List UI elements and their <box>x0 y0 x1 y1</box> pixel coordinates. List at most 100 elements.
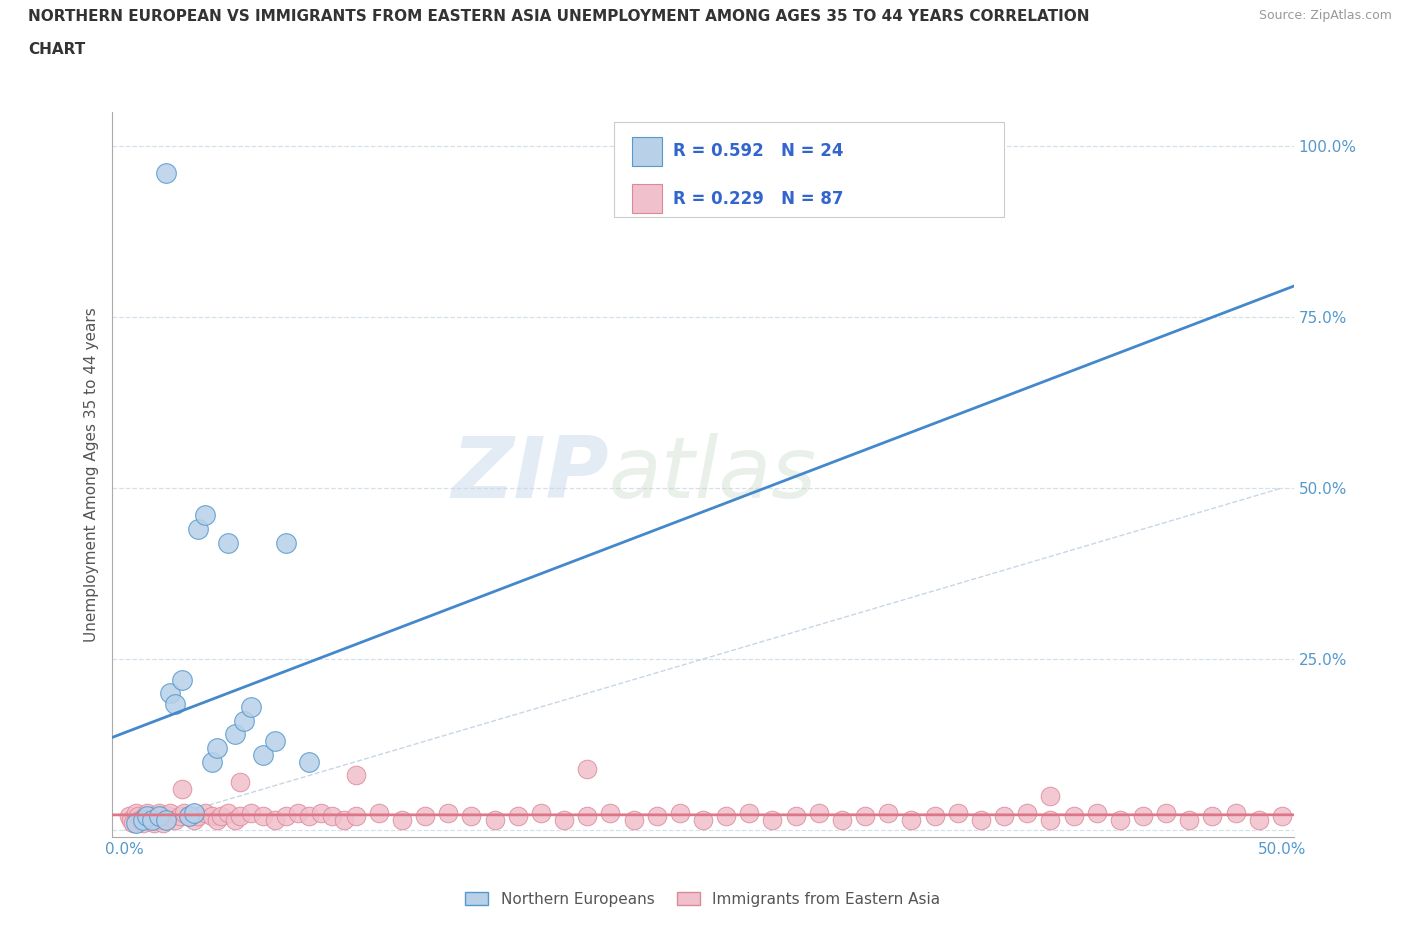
Point <box>136 805 159 820</box>
Point <box>1225 805 1247 820</box>
Point <box>831 813 853 828</box>
Point <box>1132 809 1154 824</box>
Point <box>148 805 170 820</box>
Point <box>205 740 228 755</box>
Point <box>309 805 332 820</box>
Point <box>1063 809 1085 824</box>
Point <box>623 813 645 828</box>
Point <box>807 805 830 820</box>
Text: R = 0.229   N = 87: R = 0.229 N = 87 <box>673 190 844 207</box>
Point <box>141 813 163 828</box>
Point <box>177 809 200 824</box>
Point <box>141 809 163 824</box>
Point <box>187 522 209 537</box>
Point <box>134 809 156 824</box>
Point <box>129 813 152 828</box>
Point <box>530 805 553 820</box>
Point <box>761 813 783 828</box>
Point <box>201 809 224 824</box>
Point <box>118 809 141 824</box>
FancyBboxPatch shape <box>633 137 662 166</box>
Point <box>413 809 436 824</box>
Point <box>194 508 217 523</box>
Text: R = 0.592   N = 24: R = 0.592 N = 24 <box>673 142 844 161</box>
Point <box>187 809 209 824</box>
Point <box>924 809 946 824</box>
Point <box>209 809 232 824</box>
Point <box>159 685 181 700</box>
Point <box>367 805 389 820</box>
Point <box>205 813 228 828</box>
Point <box>437 805 460 820</box>
Point <box>1201 809 1223 824</box>
Point <box>391 813 413 828</box>
Point <box>1178 813 1201 828</box>
Point <box>155 813 177 828</box>
Point <box>276 536 298 551</box>
Point <box>217 536 239 551</box>
Point <box>173 805 195 820</box>
Point <box>263 813 285 828</box>
Point <box>344 809 367 824</box>
Point <box>506 809 529 824</box>
Point <box>1154 805 1177 820</box>
Text: NORTHERN EUROPEAN VS IMMIGRANTS FROM EASTERN ASIA UNEMPLOYMENT AMONG AGES 35 TO : NORTHERN EUROPEAN VS IMMIGRANTS FROM EAS… <box>28 9 1090 24</box>
Point <box>946 805 969 820</box>
Point <box>344 768 367 783</box>
Point <box>131 816 153 830</box>
Point <box>169 809 191 824</box>
Point <box>224 727 246 742</box>
Point <box>576 809 599 824</box>
FancyBboxPatch shape <box>633 184 662 213</box>
Point <box>714 809 737 824</box>
Text: CHART: CHART <box>28 42 86 57</box>
Point <box>900 813 922 828</box>
Point <box>183 805 205 820</box>
Point <box>484 813 506 828</box>
Point <box>233 713 256 728</box>
Point <box>240 805 263 820</box>
Point <box>1039 813 1062 828</box>
Point <box>669 805 692 820</box>
Point <box>148 809 170 824</box>
Point <box>576 761 599 776</box>
Point <box>155 813 177 828</box>
Point <box>853 809 876 824</box>
Point <box>321 809 343 824</box>
Legend: Northern Europeans, Immigrants from Eastern Asia: Northern Europeans, Immigrants from East… <box>460 885 946 912</box>
Point <box>143 816 166 830</box>
Text: Source: ZipAtlas.com: Source: ZipAtlas.com <box>1258 9 1392 22</box>
FancyBboxPatch shape <box>614 123 1004 217</box>
Point <box>645 809 668 824</box>
Point <box>1039 789 1062 804</box>
Point <box>229 775 252 790</box>
Point <box>333 813 356 828</box>
Point <box>553 813 575 828</box>
Point <box>692 813 714 828</box>
Point <box>240 699 263 714</box>
Point <box>287 805 309 820</box>
Point <box>127 809 149 824</box>
Point <box>1085 805 1108 820</box>
Point <box>298 809 321 824</box>
Text: ZIP: ZIP <box>451 432 609 516</box>
Point <box>120 813 142 828</box>
Point <box>183 813 205 828</box>
Point <box>170 781 193 796</box>
Point <box>194 805 217 820</box>
Point <box>1271 809 1294 824</box>
Point <box>217 805 239 820</box>
Point <box>1247 813 1270 828</box>
Point <box>170 672 193 687</box>
Point <box>163 697 186 711</box>
Point <box>152 816 174 830</box>
Point <box>122 816 145 830</box>
Point <box>276 809 298 824</box>
Point <box>1108 813 1130 828</box>
Point <box>263 734 285 749</box>
Point <box>224 813 246 828</box>
Point <box>252 748 274 763</box>
Point <box>785 809 807 824</box>
Point <box>201 754 224 769</box>
Point <box>252 809 274 824</box>
